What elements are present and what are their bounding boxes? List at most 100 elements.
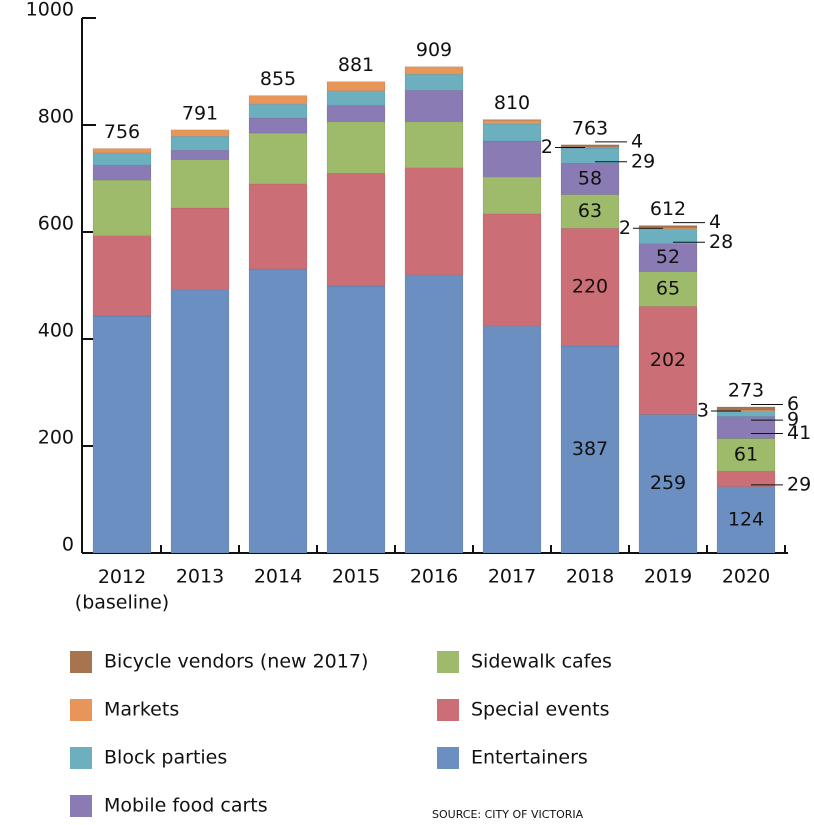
bar-segment: [482, 119, 542, 125]
x-tick-label: 2012 (baseline): [75, 566, 169, 614]
value-label: 387: [572, 438, 608, 460]
bar-segment: [170, 135, 230, 151]
total-label: 612: [650, 198, 686, 220]
bar-segment: [560, 345, 620, 554]
y-tick-label: 1000: [26, 0, 74, 21]
x-tick-label: 2018: [566, 566, 614, 588]
y-tick-label: 200: [38, 427, 74, 449]
bar-segment: [326, 104, 386, 123]
bar-segment: [716, 406, 776, 411]
bar-segment: [326, 90, 386, 106]
value-label: 4: [631, 130, 643, 152]
value-label: 65: [656, 277, 680, 299]
bar-segment: [482, 140, 542, 178]
value-label: 61: [734, 443, 758, 465]
y-tick-label: 600: [38, 213, 74, 235]
y-tick-label: 0: [62, 534, 74, 556]
bar-segment: [560, 163, 620, 195]
total-label: 791: [182, 102, 218, 124]
bar-segment: [560, 228, 620, 347]
value-label: 58: [578, 168, 602, 190]
bar-segment: [170, 129, 230, 137]
bar-segment: [638, 414, 698, 554]
legend-swatch: [70, 795, 92, 817]
bar-segment: [248, 103, 308, 119]
legend-label: Entertainers: [471, 747, 588, 769]
total-label: 756: [104, 121, 140, 143]
bar-segment: [92, 315, 152, 554]
value-label: 29: [787, 473, 811, 495]
bar-segment: [638, 228, 698, 245]
bar-segment: [560, 194, 620, 229]
bar-segment: [92, 148, 152, 154]
bar-segment: [248, 183, 308, 270]
x-tick-label: 2017: [488, 566, 536, 588]
bar-segment: [92, 235, 152, 317]
value-label: 3: [697, 399, 709, 421]
bar-segment: [482, 213, 542, 327]
bar-segment: [326, 81, 386, 92]
bar-segment: [170, 149, 230, 161]
total-label: 273: [728, 379, 764, 401]
bar-segment: [404, 89, 464, 123]
value-label: 41: [787, 422, 811, 444]
bar-segment: [716, 411, 776, 417]
value-label: 259: [650, 472, 686, 494]
value-label: 124: [728, 508, 764, 530]
total-label: 763: [572, 117, 608, 139]
bar-segment: [404, 73, 464, 91]
total-label: 881: [338, 54, 374, 76]
legend-label: Special events: [471, 699, 610, 721]
value-label: 220: [572, 276, 608, 298]
x-tick-label: 2020: [722, 566, 770, 588]
value-label: 29: [631, 150, 655, 172]
total-label: 855: [260, 68, 296, 90]
value-label: 2: [541, 136, 553, 158]
bar-segment: [560, 147, 620, 164]
value-label: 63: [578, 200, 602, 222]
bar-segment: [638, 306, 698, 415]
bar-segment: [248, 268, 308, 554]
value-label: 6: [787, 393, 799, 415]
y-tick-label: 400: [38, 320, 74, 342]
legend-swatch: [437, 699, 459, 721]
bar-segment: [170, 289, 230, 554]
legend-swatch: [437, 747, 459, 769]
value-label: 202: [650, 349, 686, 371]
legend-swatch: [70, 651, 92, 673]
value-label: 52: [656, 246, 680, 268]
bar-segment: [170, 207, 230, 291]
total-label: 909: [416, 39, 452, 61]
bar-segment: [638, 243, 698, 272]
y-tick-label: 800: [38, 106, 74, 128]
value-label: 28: [709, 231, 733, 253]
legend-swatch: [70, 699, 92, 721]
bar-segment: [560, 144, 620, 148]
legend-swatch: [70, 747, 92, 769]
legend-swatch: [437, 651, 459, 673]
bar-segment: [326, 121, 386, 174]
bar-segment: [248, 95, 308, 105]
legend-label: Block parties: [104, 747, 227, 769]
bar-segment: [92, 152, 152, 166]
bar-segment: [482, 325, 542, 554]
bar-segment: [248, 132, 308, 185]
legend-label: Markets: [104, 699, 179, 721]
bar-segment: [92, 164, 152, 181]
bar-segment: [638, 225, 698, 228]
x-tick-label: 2015: [332, 566, 380, 588]
bar-segment: [404, 274, 464, 554]
x-tick-label: 2013: [176, 566, 224, 588]
bar-segment: [404, 66, 464, 75]
bar-segment: [326, 285, 386, 554]
bar-segment: [482, 176, 542, 215]
bar-segment: [404, 167, 464, 276]
value-label: 9: [787, 409, 799, 431]
bar-segment: [248, 117, 308, 134]
x-tick-label: 2014: [254, 566, 302, 588]
bar-segment: [482, 123, 542, 142]
source: SOURCE: CITY OF VICTORIA: [432, 808, 584, 821]
x-tick-label: 2016: [410, 566, 458, 588]
bar-segment: [404, 121, 464, 169]
